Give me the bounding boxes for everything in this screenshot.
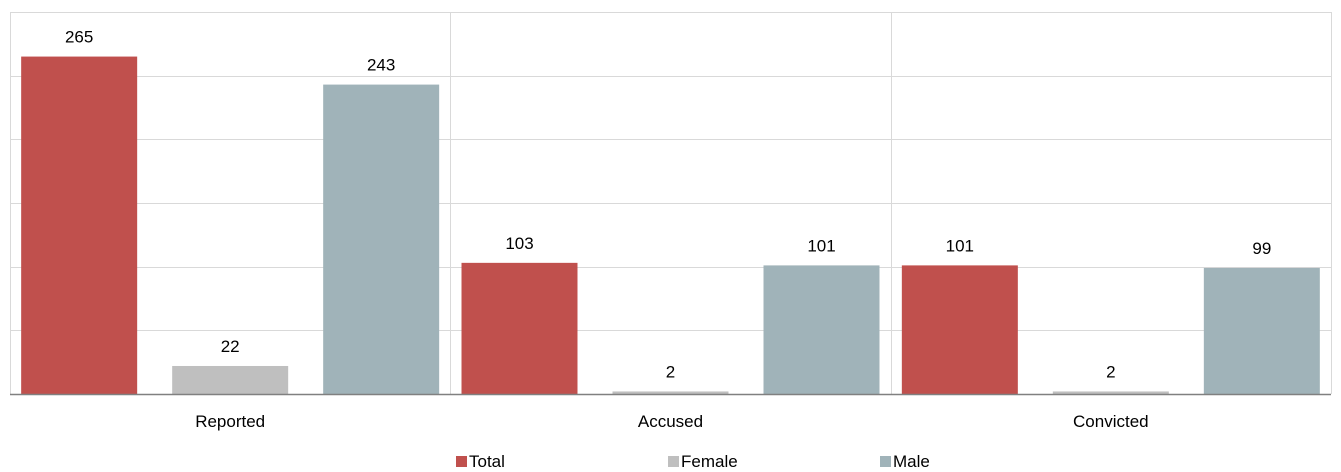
bar-female-reported bbox=[172, 365, 289, 394]
bar-total-convicted bbox=[901, 265, 1018, 394]
legend-swatch-female bbox=[668, 456, 679, 467]
data-label: 243 bbox=[367, 56, 395, 75]
data-labels-layer: 265 22 243 103 2 101 101 2 99 bbox=[65, 28, 1271, 382]
data-label: 22 bbox=[221, 337, 240, 356]
legend-label-female: Female bbox=[681, 452, 738, 471]
bar-female-accused bbox=[612, 391, 729, 394]
legend-label-total: Total bbox=[469, 452, 505, 471]
legend-swatch-total bbox=[456, 456, 467, 467]
bar-total-reported bbox=[21, 56, 138, 395]
legend-label-male: Male bbox=[893, 452, 930, 471]
bar-total-accused bbox=[461, 262, 578, 394]
data-label: 2 bbox=[666, 362, 675, 381]
legend-swatch-male bbox=[880, 456, 891, 467]
bars-layer bbox=[21, 56, 1320, 395]
data-label: 99 bbox=[1252, 239, 1271, 258]
bar-male-convicted bbox=[1203, 267, 1320, 394]
legend: Total Female Male bbox=[456, 452, 930, 471]
x-tick-label: Reported bbox=[195, 412, 265, 431]
grid-layer bbox=[10, 12, 1332, 394]
data-label: 103 bbox=[505, 234, 533, 253]
bar-male-accused bbox=[763, 265, 880, 394]
x-axis: Reported Accused Convicted bbox=[10, 393, 1331, 431]
x-tick-label: Accused bbox=[638, 412, 703, 431]
data-label: 101 bbox=[807, 236, 835, 255]
bar-female-convicted bbox=[1052, 391, 1169, 394]
bar-male-reported bbox=[323, 84, 440, 394]
data-label: 101 bbox=[946, 236, 974, 255]
data-label: 2 bbox=[1106, 362, 1115, 381]
data-label: 265 bbox=[65, 28, 93, 47]
x-tick-label: Convicted bbox=[1073, 412, 1149, 431]
